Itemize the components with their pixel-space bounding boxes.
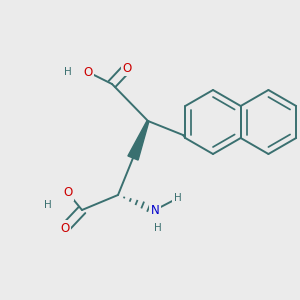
Text: H: H [174,193,182,203]
Text: O: O [122,61,132,74]
Text: N: N [151,203,159,217]
Text: H: H [154,223,162,233]
Text: O: O [83,65,93,79]
Polygon shape [128,121,149,160]
Text: H: H [64,67,72,77]
Text: H: H [44,200,52,210]
Text: O: O [60,221,70,235]
Text: O: O [63,187,73,200]
